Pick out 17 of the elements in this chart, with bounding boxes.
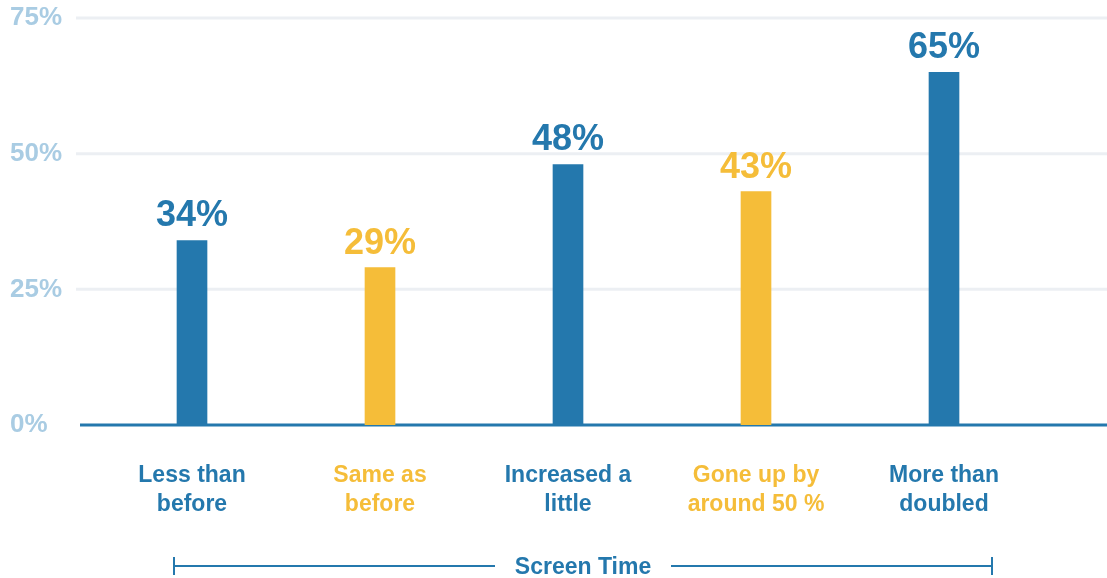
y-tick-label: 0%	[10, 408, 48, 439]
data-label: 48%	[531, 117, 605, 159]
x-tick-label: Less than before	[138, 460, 246, 516]
bar	[364, 267, 396, 425]
y-tick-label: 75%	[10, 1, 63, 32]
y-tick-label: 25%	[10, 272, 63, 303]
data-label: 43%	[719, 144, 793, 186]
x-tick-label: Gone up by around 50 %	[687, 460, 825, 516]
y-tick-label: 50%	[10, 136, 63, 167]
data-label: 29%	[343, 220, 417, 262]
x-tick-label: Increased a little	[504, 460, 632, 516]
data-label: 34%	[155, 193, 229, 235]
data-label: 65%	[907, 25, 981, 67]
x-axis-title: Screen Time	[494, 551, 672, 578]
bar	[740, 191, 772, 425]
x-tick-label: Same as before	[333, 460, 427, 516]
x-tick-label: More than doubled	[889, 460, 999, 516]
